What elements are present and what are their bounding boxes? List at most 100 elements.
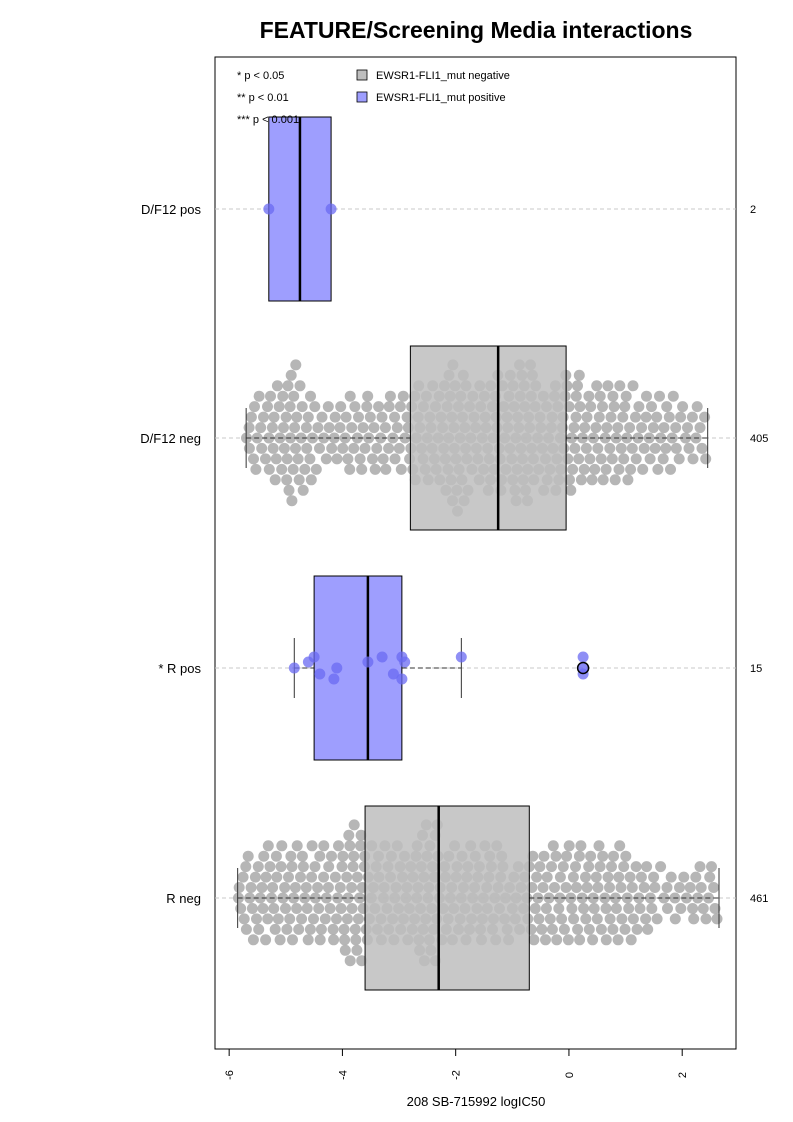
data-point — [544, 913, 556, 925]
data-point — [297, 861, 309, 873]
data-point — [245, 882, 257, 893]
data-point — [610, 903, 622, 914]
data-point — [281, 453, 293, 465]
outlier-point — [576, 661, 590, 675]
data-point — [660, 442, 672, 454]
data-point — [288, 662, 300, 674]
data-point — [254, 892, 266, 904]
x-tick-label: -2 — [451, 1070, 463, 1080]
data-point — [268, 411, 280, 423]
data-point — [292, 453, 304, 465]
data-point — [263, 203, 275, 215]
data-point — [286, 861, 298, 873]
data-point — [568, 422, 580, 434]
data-point — [680, 432, 691, 444]
x-tick-label: -4 — [337, 1070, 349, 1080]
data-point — [361, 401, 373, 413]
data-point — [245, 411, 257, 423]
data-point — [633, 401, 645, 413]
data-point — [638, 442, 650, 454]
data-point — [573, 369, 585, 381]
data-point — [269, 923, 281, 935]
data-point — [541, 871, 553, 883]
data-point — [393, 442, 405, 454]
data-point — [242, 850, 254, 862]
data-point — [304, 453, 316, 465]
data-point — [348, 442, 360, 454]
data-point — [314, 850, 326, 862]
data-point — [651, 913, 663, 925]
data-point — [599, 432, 611, 444]
data-point — [632, 432, 644, 444]
data-point — [569, 442, 581, 454]
data-point — [293, 474, 305, 486]
data-point — [620, 390, 632, 402]
data-point — [617, 411, 629, 423]
data-point — [583, 861, 595, 873]
boxes-layer — [237, 116, 720, 991]
data-point — [322, 401, 334, 413]
data-point — [312, 882, 324, 893]
data-point — [315, 923, 327, 935]
data-point — [354, 453, 366, 465]
data-point — [550, 850, 562, 862]
data-point — [397, 390, 409, 402]
data-point — [301, 442, 313, 454]
data-point — [690, 871, 702, 883]
data-point — [687, 453, 699, 465]
data-point — [618, 861, 630, 873]
data-point — [348, 850, 360, 862]
data-point — [325, 203, 337, 215]
data-point — [391, 422, 403, 434]
data-point — [704, 871, 716, 883]
data-point — [553, 903, 565, 914]
data-point — [344, 955, 356, 967]
data-point — [288, 390, 300, 402]
data-point — [338, 923, 350, 935]
data-point — [258, 850, 270, 862]
data-point — [574, 401, 586, 413]
group-labels: D/F12 pos 2 D/F12 neg 405 * R pos 15 R neg 461 — [140, 202, 768, 906]
data-point — [637, 463, 649, 475]
data-point — [377, 453, 389, 465]
data-point — [630, 861, 642, 873]
data-point — [551, 934, 563, 946]
data-point — [620, 850, 632, 862]
data-point — [287, 463, 299, 475]
data-point — [371, 442, 383, 454]
data-point — [379, 422, 391, 434]
data-point — [376, 411, 388, 423]
data-point — [351, 871, 363, 883]
data-point — [640, 411, 652, 423]
points-front-layer — [263, 203, 590, 685]
data-point — [253, 390, 265, 402]
data-point — [572, 380, 583, 392]
data-point — [597, 401, 608, 413]
data-point — [333, 840, 344, 852]
data-point — [283, 484, 295, 496]
data-point — [334, 882, 346, 893]
data-point — [547, 840, 559, 852]
data-point — [305, 390, 316, 402]
data-point — [648, 871, 660, 883]
data-point — [306, 840, 318, 852]
data-point — [585, 850, 597, 862]
data-point — [395, 463, 407, 475]
data-point — [383, 442, 395, 454]
data-point — [373, 401, 385, 413]
data-point — [615, 442, 627, 454]
data-point — [665, 463, 676, 475]
data-point — [341, 913, 353, 925]
group-label: D/F12 pos — [141, 202, 201, 217]
data-point — [355, 840, 366, 852]
data-point — [590, 871, 602, 883]
data-point — [339, 934, 351, 946]
data-point — [252, 861, 264, 873]
data-point — [380, 463, 392, 475]
data-point — [560, 882, 572, 893]
data-point — [625, 934, 637, 946]
data-point — [675, 411, 687, 423]
data-point — [347, 861, 359, 873]
data-point — [568, 913, 580, 925]
data-point — [326, 442, 338, 454]
